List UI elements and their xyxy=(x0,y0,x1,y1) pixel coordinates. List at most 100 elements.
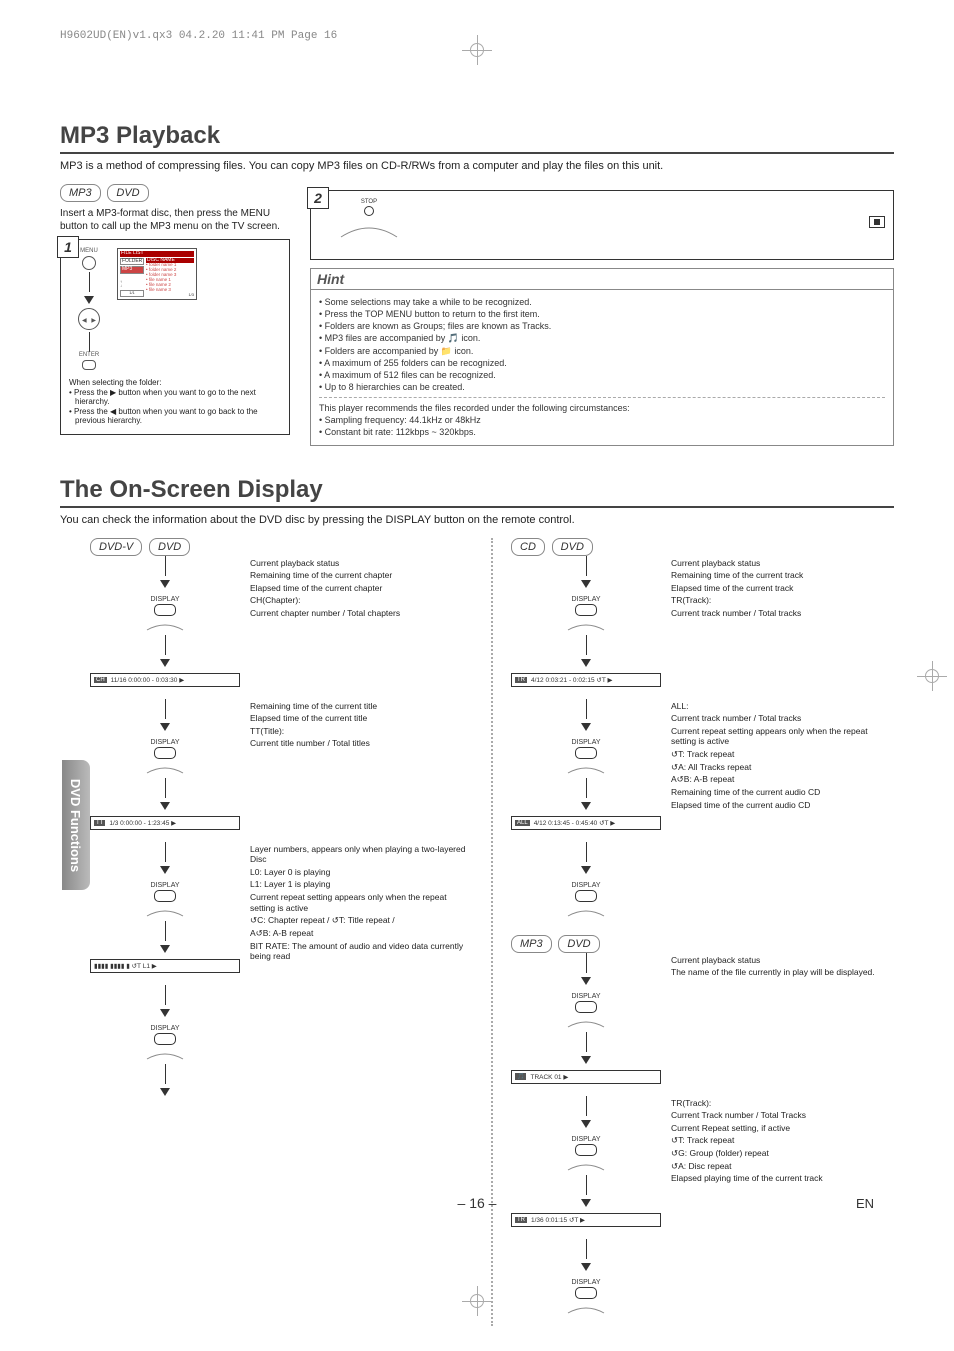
hint-box: Hint Some selections may take a while to… xyxy=(310,268,894,446)
callout-text: ↺C: Chapter repeat / ↺T: Title repeat / xyxy=(246,915,473,926)
callout-text: Current repeat setting appears only when… xyxy=(246,892,473,913)
dvd-badge-icon-2: DVD xyxy=(149,538,190,556)
hint-item: Up to 8 hierarchies can be created. xyxy=(325,381,885,393)
press-right-note: • Press the ▶ button when you want to go… xyxy=(75,388,281,407)
callout-text: ↺A: Disc repeat xyxy=(667,1161,894,1172)
callout-text: L0: Layer 0 is playing xyxy=(246,867,473,878)
display-button-icon xyxy=(575,604,597,616)
mp3-badge-icon: MP3 xyxy=(60,184,101,202)
callout-text: Current playback status xyxy=(667,955,894,966)
callout-text: ↺T: Track repeat xyxy=(667,1135,894,1146)
press-left-note: • Press the ◀ button when you want to go… xyxy=(75,407,281,426)
hint-title: Hint xyxy=(311,269,893,290)
step-2-marker: 2 xyxy=(307,187,329,209)
callout-text: The name of the file currently in play w… xyxy=(667,967,894,978)
registration-mark-top xyxy=(467,40,487,60)
callout-text: A↺B: A-B repeat xyxy=(667,774,894,785)
callout-text: ↺T: Track repeat xyxy=(667,749,894,760)
callout-text: Current Repeat setting, if active xyxy=(667,1123,894,1134)
cd-badge-icon: CD xyxy=(511,538,545,556)
callout-text: CH(Chapter): xyxy=(246,595,473,606)
callout-text: TR(Track): xyxy=(667,595,894,606)
display-label: DISPLAY xyxy=(90,882,240,889)
display-button-icon xyxy=(154,1033,176,1045)
dvdv-badge-icon: DVD-V xyxy=(90,538,142,556)
mp3-playback-title: MP3 Playback xyxy=(60,122,894,154)
callout-text: Remaining time of the current chapter xyxy=(246,570,473,581)
callout-text: L1: Layer 1 is playing xyxy=(246,879,473,890)
hint-tail-item: Constant bit rate: 112kbps ~ 320kbps. xyxy=(325,426,885,438)
callout-text: Layer numbers, appears only when playing… xyxy=(246,844,473,865)
mp3-badge-icon-2: MP3 xyxy=(511,935,552,953)
callout-text: Current track number / Total tracks xyxy=(667,608,894,619)
display-button-icon xyxy=(154,604,176,616)
hint-item: A maximum of 512 files can be recognized… xyxy=(325,369,885,381)
callout-text: ↺A: All Tracks repeat xyxy=(667,762,894,773)
insert-instruction: Insert a MP3-format disc, then press the… xyxy=(60,208,290,233)
callout-text: Elapsed time of the current chapter xyxy=(246,583,473,594)
hint-item: Folders are accompanied by 📁 icon. xyxy=(325,345,885,357)
osd-title: The On-Screen Display xyxy=(60,476,894,508)
dvd-badge-icon-4: DVD xyxy=(558,935,599,953)
step2-diagram: 2 STOP xyxy=(310,190,894,260)
mp3-intro: MP3 is a method of compressing files. Yo… xyxy=(60,160,894,172)
display-label: DISPLAY xyxy=(511,993,661,1000)
display-label: DISPLAY xyxy=(511,882,661,889)
display-label: DISPLAY xyxy=(90,596,240,603)
display-label: DISPLAY xyxy=(511,1279,661,1286)
page-number: 16 xyxy=(458,1195,497,1211)
display-label: DISPLAY xyxy=(511,739,661,746)
callout-text: Current title number / Total titles xyxy=(246,738,473,749)
osd-info-bar: TR4/12 0:03:21 - 0:02:15 ↺T ▶ xyxy=(511,673,661,687)
manual-page: H9602UD(EN)v1.qx3 04.2.20 11:41 PM Page … xyxy=(0,0,954,1351)
callout-text: Current playback status xyxy=(667,558,894,569)
callout-text: Elapsed time of the current track xyxy=(667,583,894,594)
step1-diagram: 1 MENU ◀ ▶ ENTER xyxy=(60,239,290,435)
hint-tail-item: Sampling frequency: 44.1kHz or 48kHz xyxy=(325,414,885,426)
stop-icon xyxy=(869,216,885,228)
callout-text: Remaining time of the current audio CD xyxy=(667,787,894,798)
display-button-icon xyxy=(154,890,176,902)
remote-curve-icon xyxy=(339,217,399,241)
osd-info-bar: CH11/16 0:00:00 - 0:03:30 ▶ xyxy=(90,673,240,687)
osd-info-bar: TT1/3 0:00:00 - 1:23:45 ▶ xyxy=(90,816,240,830)
osd-intro: You can check the information about the … xyxy=(60,514,894,526)
display-label: DISPLAY xyxy=(511,1136,661,1143)
callout-text: BIT RATE: The amount of audio and video … xyxy=(246,941,473,962)
callout-text: Current repeat setting appears only when… xyxy=(667,726,894,747)
callout-text: A↺B: A-B repeat xyxy=(246,928,473,939)
osd-info-bar: ALL4/12 0:13:45 - 0:45:40 ↺T ▶ xyxy=(511,816,661,830)
hint-item: Press the TOP MENU button to return to t… xyxy=(325,308,885,320)
registration-mark-right xyxy=(922,666,942,686)
dvd-badge-icon-3: DVD xyxy=(552,538,593,556)
callout-text: ↺G: Group (folder) repeat xyxy=(667,1148,894,1159)
display-button-icon xyxy=(575,1144,597,1156)
tv-screen-sketch: FILE LIST FOLDER MP3 ↑↓ 1/1 DISC NAME xyxy=(117,248,197,300)
display-button-icon xyxy=(575,1287,597,1299)
display-button-icon xyxy=(575,890,597,902)
language-mark: EN xyxy=(856,1196,874,1211)
callout-text: Current Track number / Total Tracks xyxy=(667,1110,894,1121)
display-button-icon xyxy=(575,747,597,759)
hint-tail-item: This player recommends the files recorde… xyxy=(319,402,885,414)
callout-text: Elapsed time of the current title xyxy=(246,713,473,724)
callout-text: Current track number / Total tracks xyxy=(667,713,894,724)
hint-item: A maximum of 255 folders can be recogniz… xyxy=(325,357,885,369)
callout-text: Current playback status xyxy=(246,558,473,569)
display-button-icon xyxy=(154,747,176,759)
callout-text: Elapsed time of the current audio CD xyxy=(667,800,894,811)
hint-item: Some selections may take a while to be r… xyxy=(325,296,885,308)
dvd-badge-icon: DVD xyxy=(107,184,148,202)
when-selecting: When selecting the folder: xyxy=(69,378,281,388)
step-1-marker: 1 xyxy=(57,236,79,258)
display-button-icon xyxy=(575,1001,597,1013)
osd-info-bar: 🎵TRACK 01 ▶ xyxy=(511,1070,661,1084)
osd-info-bar: TR1/36 0:01:15 ↺T ▶ xyxy=(511,1213,661,1227)
display-label: DISPLAY xyxy=(90,739,240,746)
callout-text: TR(Track): xyxy=(667,1098,894,1109)
display-label: DISPLAY xyxy=(90,1025,240,1032)
osd-info-bar: ▮▮▮▮ ▮▮▮▮ ▮ ↺T L1 ▶ xyxy=(90,959,240,973)
remote-sketch: MENU ◀ ▶ ENTER xyxy=(69,248,109,372)
callout-text: Current chapter number / Total chapters xyxy=(246,608,473,619)
callout-text: TT(Title): xyxy=(246,726,473,737)
